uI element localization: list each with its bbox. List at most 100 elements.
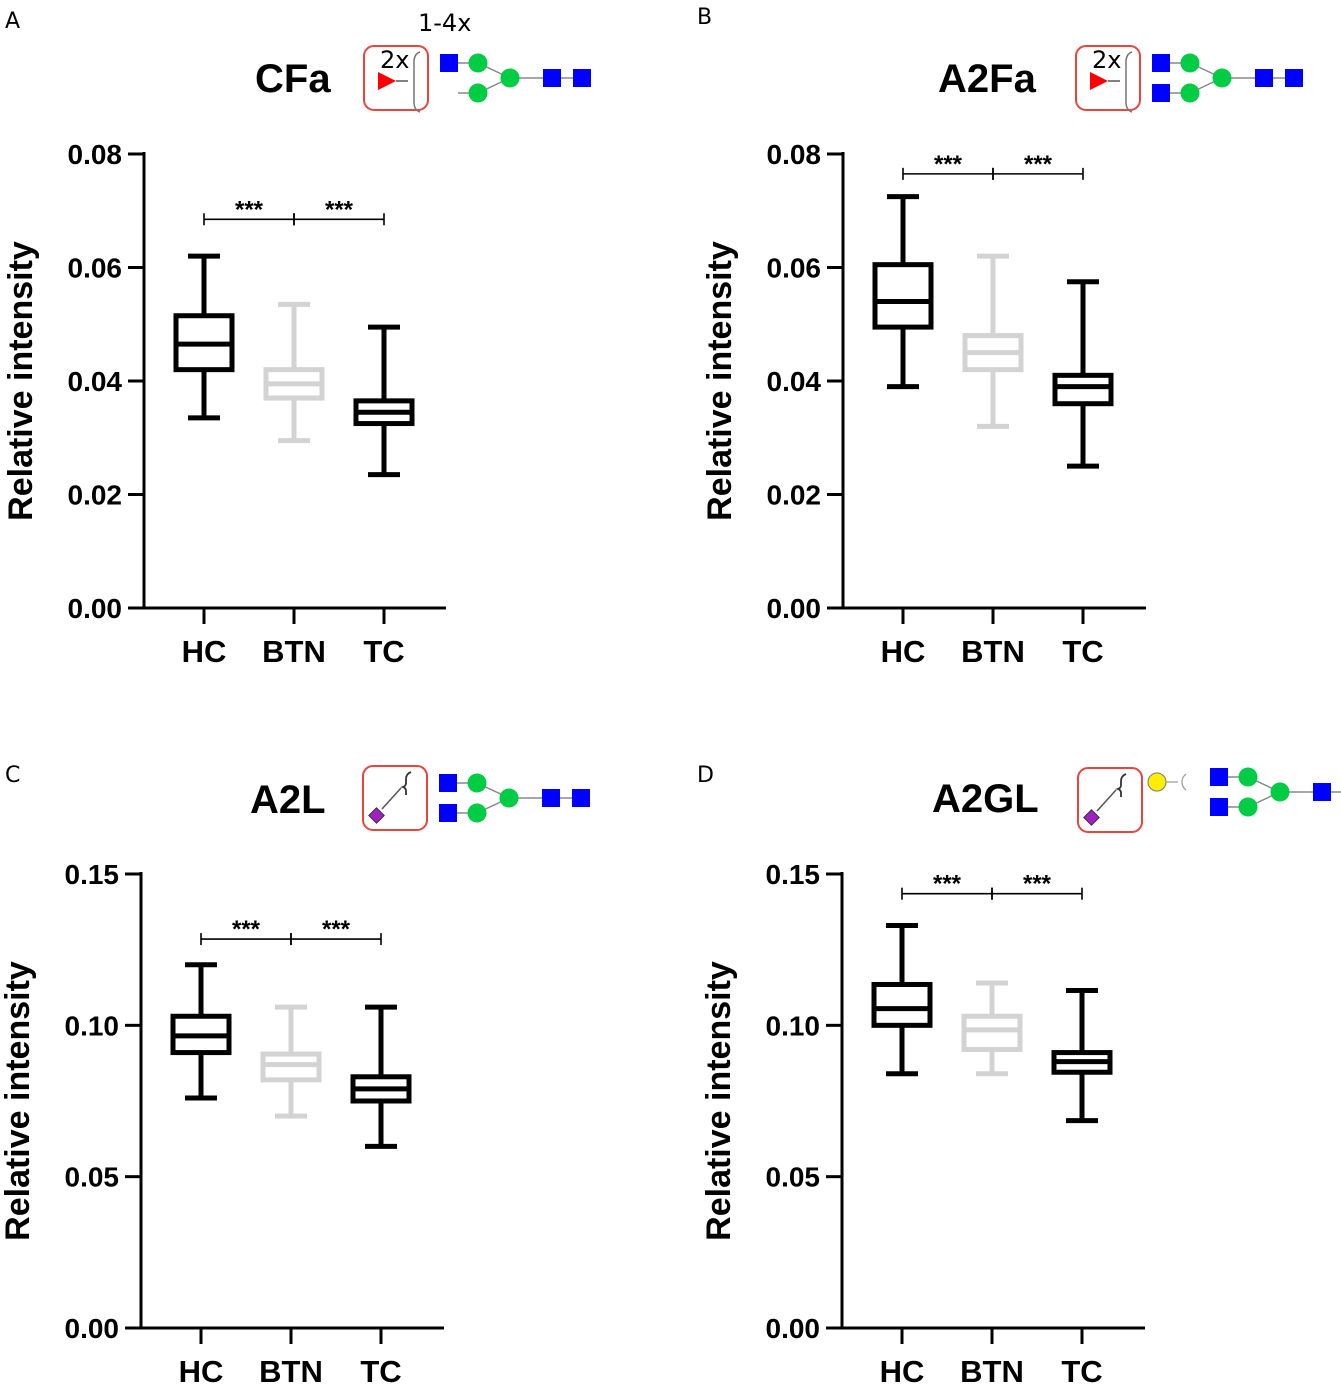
significance-bracket: *** (290, 916, 382, 946)
glycan-frame-icon (362, 765, 428, 831)
significance-label: *** (322, 916, 351, 943)
y-axis-label: Relative intensity (0, 961, 37, 1241)
significance-label: *** (325, 196, 354, 223)
mannose-icon (467, 773, 487, 793)
panel-label: B (697, 5, 712, 30)
y-tick-label: 0.08 (767, 139, 822, 170)
y-axis-label: Relative intensity (701, 241, 739, 521)
box-tc (353, 324, 415, 478)
glcnac-icon (1255, 69, 1273, 87)
y-tick-label: 0.10 (65, 1010, 120, 1041)
chart-panel-a: A CFa 2x 0.00 0.02 0.04 0.06 0.08 Relative inten… (2, 9, 591, 669)
galactose-icon (1147, 772, 1167, 792)
glcnac-icon (440, 54, 458, 72)
brace-icon (1115, 773, 1127, 797)
chart-title: CFa (255, 57, 331, 101)
glycan-structure-icon (362, 765, 590, 831)
box-btn (263, 301, 325, 444)
glcnac-icon (573, 69, 591, 87)
x-tick-label: HC (182, 634, 227, 669)
y-tick-label: 0.00 (65, 1313, 120, 1344)
glycan-link (381, 787, 402, 810)
y-tick-label: 0.06 (767, 253, 822, 284)
glcnac-icon (1210, 798, 1228, 816)
chart-panel-c: C A2L 0.00 0.05 0.10 0.15 Relative intensity HC… (0, 763, 590, 1385)
box-hc (170, 962, 232, 1101)
box-iqr (1052, 372, 1114, 407)
y-axis-label: Relative intensity (2, 241, 40, 521)
multiplier-label: 2x (380, 46, 409, 74)
glcnac-icon (1313, 783, 1331, 801)
x-tick-label: TC (1061, 1354, 1102, 1385)
x-tick-label: TC (1062, 634, 1103, 669)
mannose-icon (468, 53, 488, 73)
glycan-structure-icon (1077, 767, 1341, 833)
significance-bracket: *** (901, 871, 993, 900)
mannose-icon (499, 788, 519, 808)
y-tick-label: 0.04 (767, 366, 822, 397)
box-btn (962, 253, 1024, 429)
x-tick-label: HC (179, 1354, 224, 1385)
chart-panel-b: B A2Fa 2x 0.00 0.02 0.04 0.06 0.08 Relative inte… (697, 5, 1303, 669)
box-hc (872, 194, 934, 390)
significance-label: *** (235, 196, 264, 223)
mannose-icon (1180, 83, 1200, 103)
box-iqr (961, 1013, 1023, 1053)
mannose-icon (500, 68, 520, 88)
panel-label: A (5, 9, 20, 34)
significance-label: *** (232, 916, 261, 943)
glcnac-icon (543, 69, 561, 87)
glcnac-icon (1285, 69, 1303, 87)
glcnac-icon (439, 774, 457, 792)
box-iqr (872, 262, 934, 330)
chart-title: A2Fa (938, 57, 1037, 101)
mannose-icon (1270, 782, 1290, 802)
brace-icon (1181, 773, 1187, 791)
brace-icon (400, 771, 412, 795)
fucose-icon (1090, 72, 1108, 90)
panel-label: D (697, 763, 714, 788)
sialic-acid-icon (368, 807, 385, 824)
significance-label: *** (1024, 151, 1053, 178)
glcnac-icon (1210, 768, 1228, 786)
box-iqr (871, 981, 933, 1028)
y-tick-label: 0.06 (68, 253, 123, 284)
mannose-icon (1180, 53, 1200, 73)
glcnac-icon (542, 789, 560, 807)
box-tc (1052, 279, 1114, 469)
x-tick-label: HC (881, 634, 926, 669)
glycan-frame-icon (1077, 767, 1143, 833)
glycan-structure-icon: 2x (363, 45, 591, 113)
mannose-icon (468, 83, 488, 103)
box-tc (350, 1004, 412, 1149)
brace-icon (413, 51, 421, 113)
x-tick-label: BTN (259, 1354, 323, 1385)
y-tick-label: 0.02 (767, 480, 822, 511)
chart-title: A2GL (932, 777, 1039, 821)
glcnac-icon (572, 789, 590, 807)
mannose-icon (467, 803, 487, 823)
y-tick-label: 0.05 (65, 1162, 120, 1193)
x-tick-label: BTN (960, 1354, 1024, 1385)
x-tick-label: BTN (961, 634, 1025, 669)
panel-label: C (5, 763, 20, 788)
panels: A CFa 2x 0.00 0.02 0.04 0.06 0.08 Relative inten… (0, 5, 1341, 1385)
y-tick-label: 0.08 (68, 139, 123, 170)
significance-bracket: *** (293, 196, 385, 226)
chart-panel-d: D A2GL 0.00 0.05 0.10 0.15 Relative intensity H… (697, 763, 1341, 1385)
y-tick-label: 0.05 (766, 1162, 821, 1193)
significance-bracket: *** (200, 916, 292, 946)
multiplier-label: 2x (1092, 46, 1121, 74)
significance-label: *** (1023, 871, 1052, 898)
y-axis-label: Relative intensity (700, 961, 738, 1241)
significance-bracket: *** (992, 151, 1084, 180)
significance-label: *** (933, 871, 962, 898)
x-tick-label: BTN (262, 634, 326, 669)
y-tick-label: 0.10 (766, 1010, 821, 1041)
mannose-icon (1212, 68, 1232, 88)
box-hc (871, 922, 933, 1077)
glycan-frame-icon (1075, 45, 1141, 111)
significance-bracket: *** (902, 151, 994, 180)
glcnac-icon (439, 804, 457, 822)
